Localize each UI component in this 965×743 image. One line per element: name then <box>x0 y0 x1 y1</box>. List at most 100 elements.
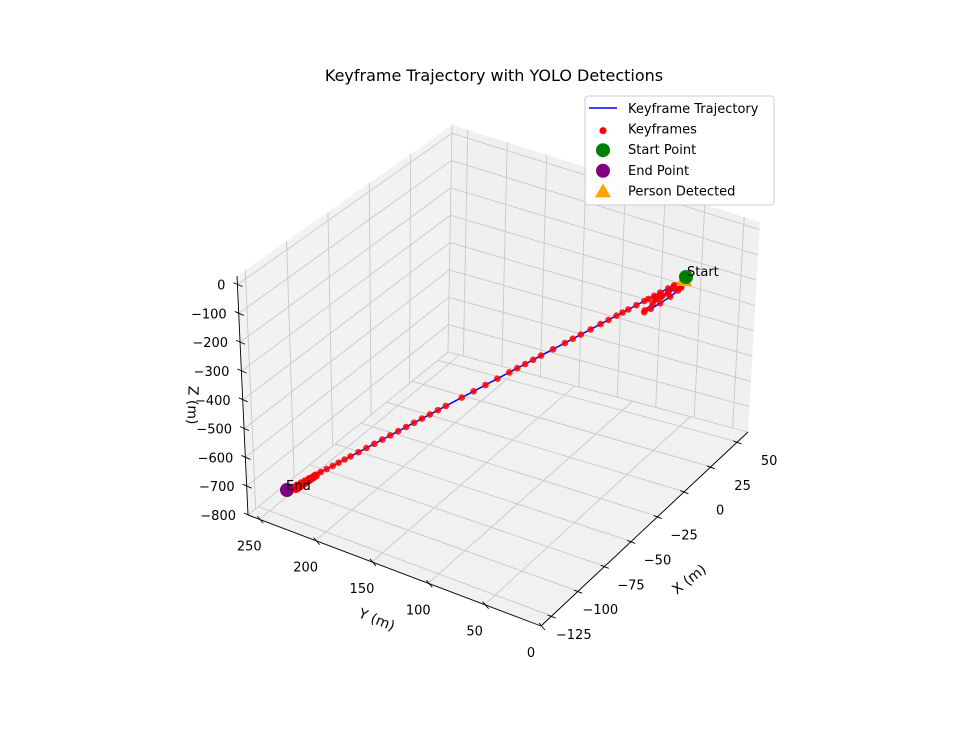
keyframe-point <box>569 335 577 343</box>
keyframe-point <box>514 364 521 372</box>
x-grid-line <box>258 506 552 617</box>
keyframe-point <box>335 459 342 467</box>
z-tick-mark <box>239 426 250 432</box>
keyframe-point <box>641 297 648 305</box>
keyframe-point <box>577 331 585 338</box>
z-tick-label: 0 <box>217 279 225 294</box>
x-tick-mark <box>627 540 636 544</box>
grid-lines <box>237 124 760 627</box>
keyframe-point <box>418 415 426 422</box>
z-grid-line <box>245 296 450 458</box>
x-tick-label: −125 <box>556 628 592 643</box>
x-tick-mark <box>573 589 583 594</box>
legend-marker <box>596 163 610 178</box>
z-tick-label: −800 <box>200 509 236 524</box>
z-tick-mark <box>237 368 247 374</box>
legend-label: Person Detected <box>628 184 735 199</box>
legend-marker <box>596 143 610 158</box>
keyframe-point <box>613 312 620 320</box>
start-point-marker <box>679 270 693 284</box>
keyframe-point <box>347 453 354 460</box>
keyframe-point <box>561 339 569 347</box>
keyframe-point <box>506 369 513 376</box>
pane-left <box>237 125 452 515</box>
x-grid-line <box>360 422 658 517</box>
z-tick-label: −500 <box>196 423 232 438</box>
start-annotation: Start <box>687 265 719 280</box>
z-tick-label: −400 <box>195 394 231 409</box>
z-tick-label: −600 <box>198 451 234 466</box>
end-annotation: End <box>286 479 311 494</box>
y-tick-label: 250 <box>237 539 262 554</box>
legend-label: End Point <box>628 164 689 179</box>
y-grid-line <box>484 416 691 605</box>
keyframe-point <box>656 289 664 296</box>
z-grid-line <box>447 351 749 433</box>
y-grid-line <box>315 370 518 541</box>
x-tick-mark <box>706 465 716 470</box>
x-grid-line <box>539 154 548 377</box>
x-grid-line <box>386 401 685 493</box>
legend-item: Start Point <box>596 143 696 158</box>
y-tick-label: 150 <box>350 582 375 597</box>
y-grid-line <box>409 154 412 384</box>
keyframe-point <box>619 309 626 316</box>
keyframe-point <box>379 436 386 443</box>
z-axis-line <box>236 275 249 516</box>
z-tick-mark <box>238 397 248 403</box>
x-tick-label: 50 <box>761 454 778 469</box>
z-grid-line <box>449 269 753 357</box>
y-tick-mark <box>313 537 320 545</box>
z-grid-line <box>448 296 752 382</box>
x-tick-label: −25 <box>670 529 697 544</box>
z-tick-mark <box>235 339 246 345</box>
z-grid-line <box>451 160 759 256</box>
x-tick-mark <box>680 490 689 495</box>
x-tick-mark <box>600 564 609 569</box>
x-grid-line <box>732 217 745 428</box>
z-grid-line <box>237 132 453 286</box>
keyframe-point <box>371 440 378 448</box>
legend-marker <box>599 127 607 135</box>
z-axis-label: Z (m) <box>183 386 200 425</box>
z-grid-line <box>242 242 451 401</box>
keyframe-point <box>394 427 402 435</box>
x-grid-line <box>309 464 605 567</box>
trajectory-series: Start End <box>280 265 719 497</box>
keyframe-point <box>402 423 410 431</box>
y-tick-mark <box>369 558 377 567</box>
legend-box <box>584 95 775 206</box>
keyframe-point <box>521 360 529 368</box>
keyframe-point <box>605 316 612 324</box>
z-grid-line <box>246 324 449 487</box>
x-tick-mark <box>547 614 556 619</box>
axis-lines <box>236 275 749 627</box>
keyframe-point <box>341 456 348 463</box>
tick-labels: 0−100−200−300−400−500−600−700−8002502001… <box>191 279 777 661</box>
keyframe-point <box>529 356 537 364</box>
z-tick-mark <box>242 483 252 489</box>
keyframe-point <box>650 292 658 300</box>
legend: Keyframe Trajectory Keyframes Start Point E… <box>584 95 775 206</box>
x-tick-label: 0 <box>716 504 724 519</box>
y-axis-label: Y (m) <box>355 605 397 634</box>
legend-marker <box>595 183 611 198</box>
y-tick-mark <box>482 601 489 609</box>
y-tick-mark <box>538 622 546 631</box>
legend-label: Keyframe Trajectory <box>628 102 759 117</box>
x-grid-line <box>437 359 738 443</box>
z-tick-mark <box>241 454 251 460</box>
y-tick-label: 50 <box>466 625 483 640</box>
z-tick-label: −200 <box>192 336 228 351</box>
legend-items: Keyframe Trajectory Keyframes Start Point E… <box>589 102 759 199</box>
z-tick-label: −700 <box>199 480 235 495</box>
legend-label: Start Point <box>628 143 696 158</box>
x-tick-label: −75 <box>617 578 644 593</box>
y-grid-line <box>327 212 334 447</box>
z-tick-mark <box>233 282 243 288</box>
y-grid-line <box>447 124 453 353</box>
z-grid-line <box>448 324 750 408</box>
legend-item: Keyframes <box>599 123 697 138</box>
y-tick-label: 200 <box>293 561 318 576</box>
